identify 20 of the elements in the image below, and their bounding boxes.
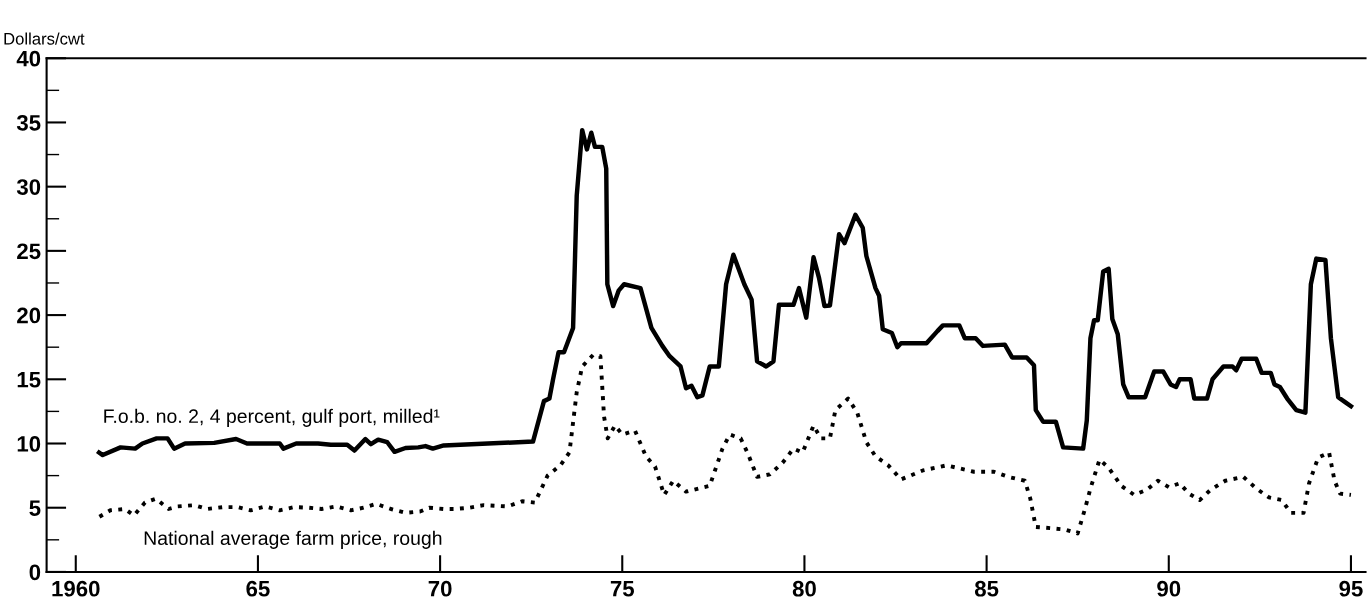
- y-tick-label: 30: [16, 179, 41, 195]
- y-tick-label: 15: [17, 372, 41, 388]
- y-tick-label: 5: [29, 500, 41, 516]
- y-tick-label: 10: [17, 436, 41, 452]
- y-tick-label: 20: [17, 307, 41, 324]
- y-tick-label: 40: [16, 50, 41, 67]
- x-tick-label: 85: [974, 580, 999, 597]
- x-tick-label: 65: [246, 580, 270, 597]
- x-tick-label: 95: [1339, 580, 1363, 597]
- x-tick-label: 1960: [52, 580, 100, 597]
- y-tick-label: 0: [29, 564, 41, 581]
- y-tick-label: 25: [17, 243, 41, 260]
- x-tick-label: 75: [610, 581, 635, 597]
- series-label: National average farm price, rough: [144, 530, 442, 549]
- y-tick-label: 35: [16, 114, 41, 131]
- x-tick-label: 80: [792, 580, 816, 597]
- x-tick-label: 90: [1157, 580, 1181, 597]
- series-label: F.o.b. no. 2, 4 percent, gulf port, milled¹: [104, 408, 440, 427]
- x-tick-label: 70: [428, 580, 452, 597]
- y-axis-title: Dollars/cwt: [4, 32, 85, 45]
